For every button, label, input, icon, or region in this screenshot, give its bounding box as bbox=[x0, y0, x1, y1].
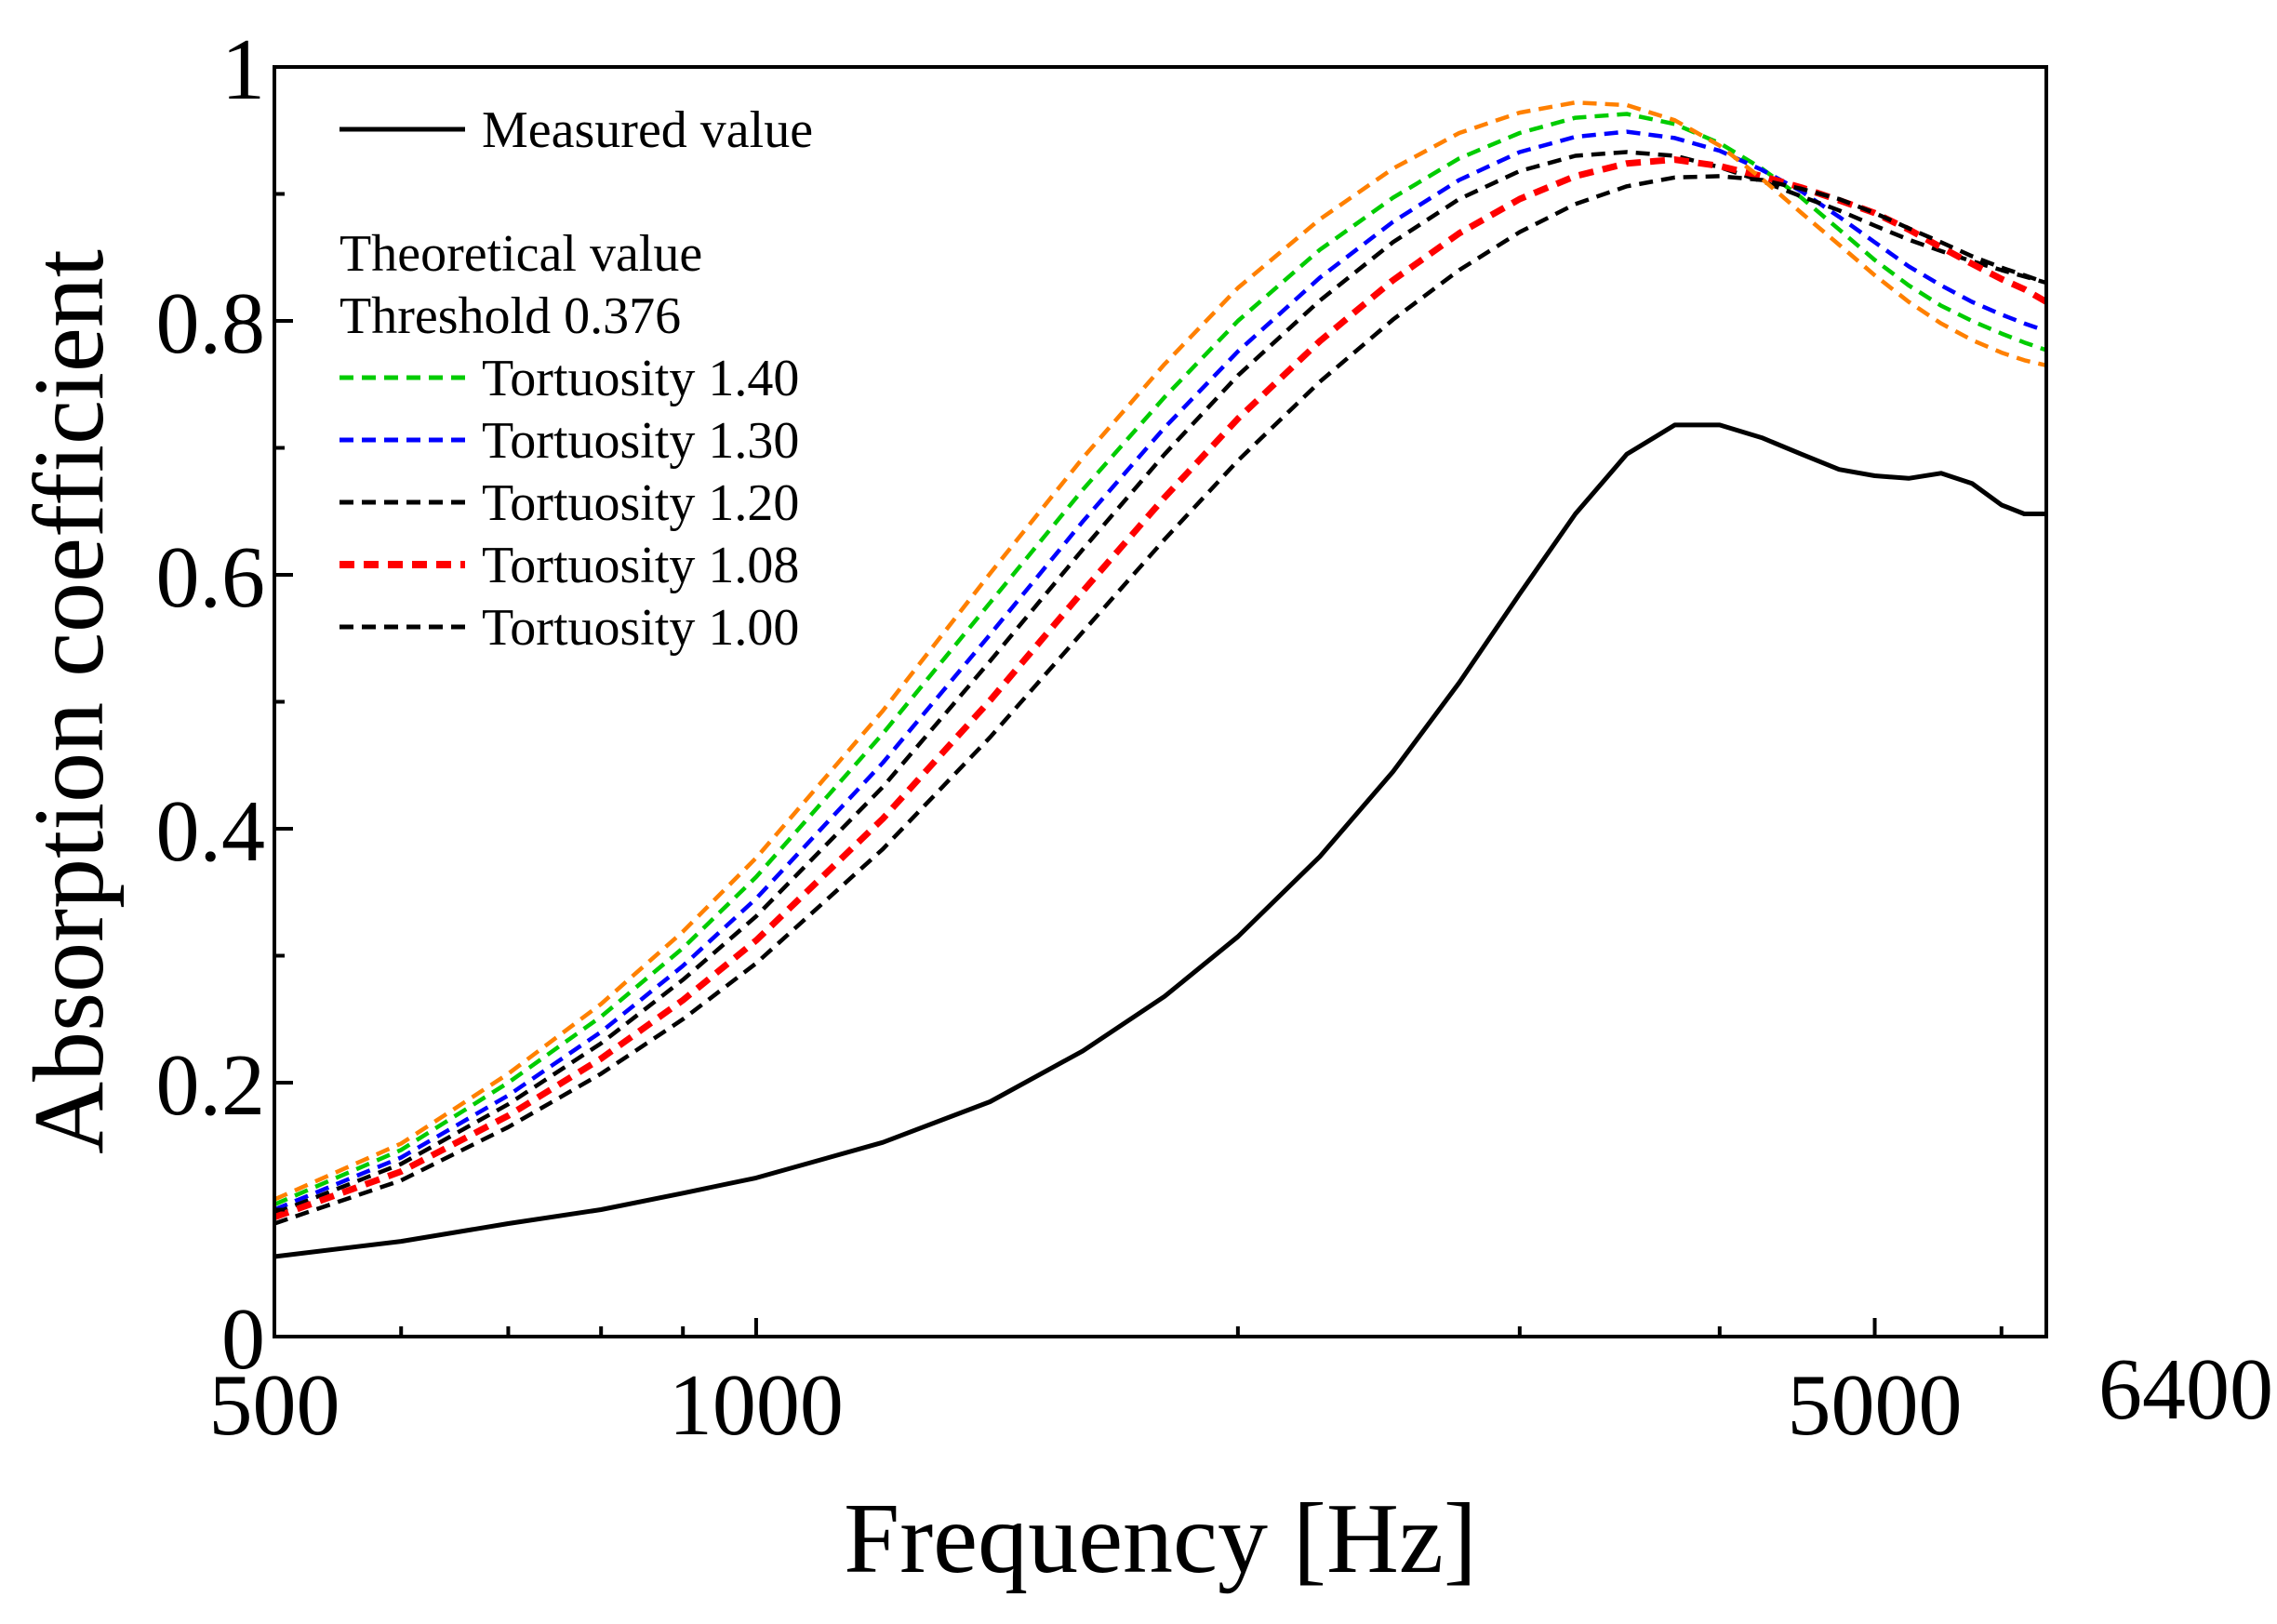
legend-heading: Theoretical value bbox=[340, 225, 702, 283]
y-tick-label: 0.2 bbox=[156, 1037, 266, 1134]
series-line-5 bbox=[273, 156, 2048, 1220]
legend-label-5: Tortuosity 1.08 bbox=[482, 537, 799, 594]
x-tick-label: 500 bbox=[209, 1357, 340, 1454]
y-tick-label: 0 bbox=[221, 1291, 265, 1388]
series-line-2 bbox=[273, 112, 2047, 1207]
y-tick-label: 0.8 bbox=[156, 275, 266, 372]
series-line-6 bbox=[273, 174, 2047, 1226]
legend-label-2: Tortuosity 1.40 bbox=[482, 350, 799, 407]
x-tick-label: 6400 bbox=[2098, 1341, 2273, 1438]
series-line-1 bbox=[273, 422, 2046, 1259]
series-layer bbox=[273, 100, 2048, 1259]
legend-label-3: Tortuosity 1.30 bbox=[482, 412, 799, 470]
x-tick-label: 5000 bbox=[1788, 1357, 1963, 1454]
x-tick-label: 1000 bbox=[669, 1357, 844, 1454]
y-tick-label: 1 bbox=[221, 21, 265, 118]
series-line-4 bbox=[273, 150, 2047, 1216]
legend-label-4: Tortuosity 1.20 bbox=[482, 474, 799, 532]
x-axis-title: Frequency [Hz] bbox=[844, 1484, 1477, 1594]
series-line-7 bbox=[273, 100, 2047, 1202]
legend-label-6: Tortuosity 1.00 bbox=[482, 599, 799, 657]
legend-label-1: Measured value bbox=[482, 101, 813, 159]
y-axis-title: Absorption coefficient bbox=[14, 249, 125, 1154]
y-tick-label: 0.6 bbox=[156, 529, 266, 626]
legend-subheading: Threshold 0.376 bbox=[340, 287, 681, 345]
y-tick-label: 0.4 bbox=[156, 783, 266, 880]
legend: Measured value Theoretical valueThreshold… bbox=[340, 101, 813, 657]
series-line-3 bbox=[273, 129, 2047, 1212]
tick-layer: 0 0.2 0.4 0.6 0.8 1 500 1000 5000 6400 bbox=[156, 21, 2274, 1454]
